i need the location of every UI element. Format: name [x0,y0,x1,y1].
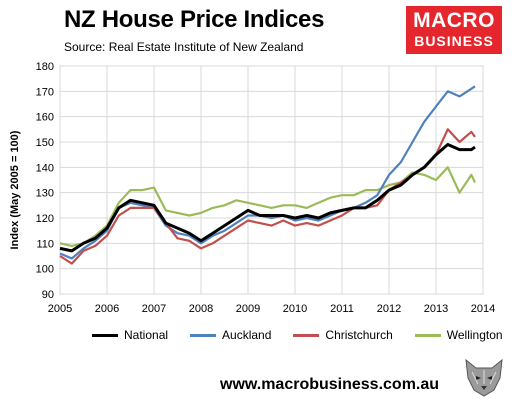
series-lines [59,85,476,265]
legend-item-national: National [92,328,168,342]
plot-area-border [59,65,484,295]
series-line-wellington [59,166,476,247]
y-tick-label: 120 [36,213,54,225]
series-line-national [59,143,476,253]
chart-title: NZ House Price Indices [64,6,325,33]
legend-swatch [190,333,217,337]
x-tick-label: 2007 [142,303,166,315]
legend-swatch [92,333,118,337]
y-axis-label: Index (May 2005 = 100) [9,130,21,249]
y-tick-label: 180 [36,61,54,73]
legend-swatch [414,333,441,337]
wolf-mascot-icon [465,358,503,397]
gridlines [59,65,484,295]
y-tick-label: 150 [36,137,54,149]
legend-label: Christchurch [325,328,393,342]
x-tick-label: 2013 [424,303,448,315]
x-tick-label: 2005 [48,303,72,315]
legend-label: National [124,328,169,342]
y-tick-label: 130 [36,188,54,200]
x-tick-label: 2008 [189,303,213,315]
y-tick-label: 100 [36,264,54,276]
legend-swatch [293,333,320,337]
chart-legend: National Auckland Christchurch Wellington [92,328,514,342]
x-tick-label: 2009 [236,303,260,315]
y-tick-label: 140 [36,162,54,174]
y-tick-label: 170 [36,86,54,98]
logo-line-macro: MACRO [413,9,495,32]
y-tick-label: 90 [42,289,54,301]
y-tick-label: 110 [36,238,54,250]
series-line-auckland [59,85,476,260]
chart-subtitle: Source: Real Estate Institute of New Zea… [64,40,304,54]
x-tick-label: 2010 [283,303,307,315]
legend-label: Auckland [222,328,272,342]
legend-item-christchurch: Christchurch [293,328,393,342]
macrobusiness-logo: MACRO BUSINESS [406,6,502,54]
x-tick-label: 2006 [95,303,119,315]
x-tick-label: 2011 [330,303,354,315]
legend-label: Wellington [446,328,503,342]
x-tick-label: 2012 [377,303,401,315]
y-tick-label: 160 [36,112,54,124]
footer-url: www.macrobusiness.com.au [220,376,440,393]
x-tick-label: 2014 [471,303,495,315]
axis-ticks: 90 100 110 120 130 140 150 160 170 180 2005 2006 200… [36,61,496,315]
logo-line-business: BUSINESS [414,33,494,49]
legend-item-auckland: Auckland [190,328,271,342]
legend-item-wellington: Wellington [414,328,503,342]
chart-plot: 90 100 110 120 130 140 150 160 170 180 2005 2006 200… [9,61,496,315]
